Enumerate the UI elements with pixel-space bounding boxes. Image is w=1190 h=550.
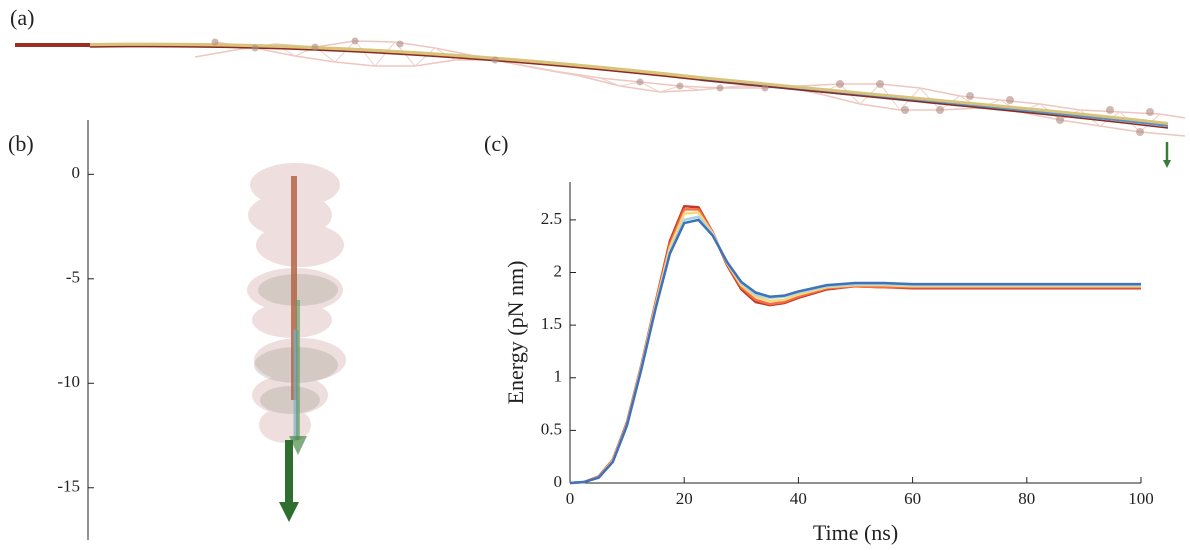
x-tick-label: 100 [1128, 489, 1154, 508]
y-tick-label: -15 [57, 477, 80, 496]
series-line [570, 209, 1141, 483]
x-axis-label: Time (ns) [813, 520, 898, 545]
x-tick-label: 80 [1018, 489, 1035, 508]
x-tick-label: 0 [566, 489, 575, 508]
y-tick-label: 0 [554, 472, 563, 491]
y-tick-label: -5 [66, 268, 80, 287]
y-tick-label: 1 [554, 367, 563, 386]
y-tick-label: 1.5 [541, 314, 562, 333]
series-line [570, 213, 1141, 483]
x-tick-label: 60 [904, 489, 921, 508]
helix-illustration [247, 163, 346, 522]
series-line [570, 220, 1141, 483]
panel-label: (a) [10, 5, 34, 30]
x-tick-label: 20 [676, 489, 693, 508]
panel-label: (c) [484, 131, 508, 156]
y-tick-label: -10 [57, 372, 80, 391]
y-tick-label: 0 [72, 163, 81, 182]
y-axis-label: Energy (pN nm) [503, 261, 528, 405]
x-tick-label: 40 [790, 489, 807, 508]
y-tick-label: 2 [554, 261, 563, 280]
y-tick-label: 0.5 [541, 419, 562, 438]
series-line [570, 206, 1141, 483]
panel-label: (b) [8, 131, 34, 156]
y-tick-label: 2.5 [541, 209, 562, 228]
series-line [570, 217, 1141, 483]
rod-illustration [15, 38, 1185, 169]
figure: (a) (b) (c) [0, 0, 1190, 550]
